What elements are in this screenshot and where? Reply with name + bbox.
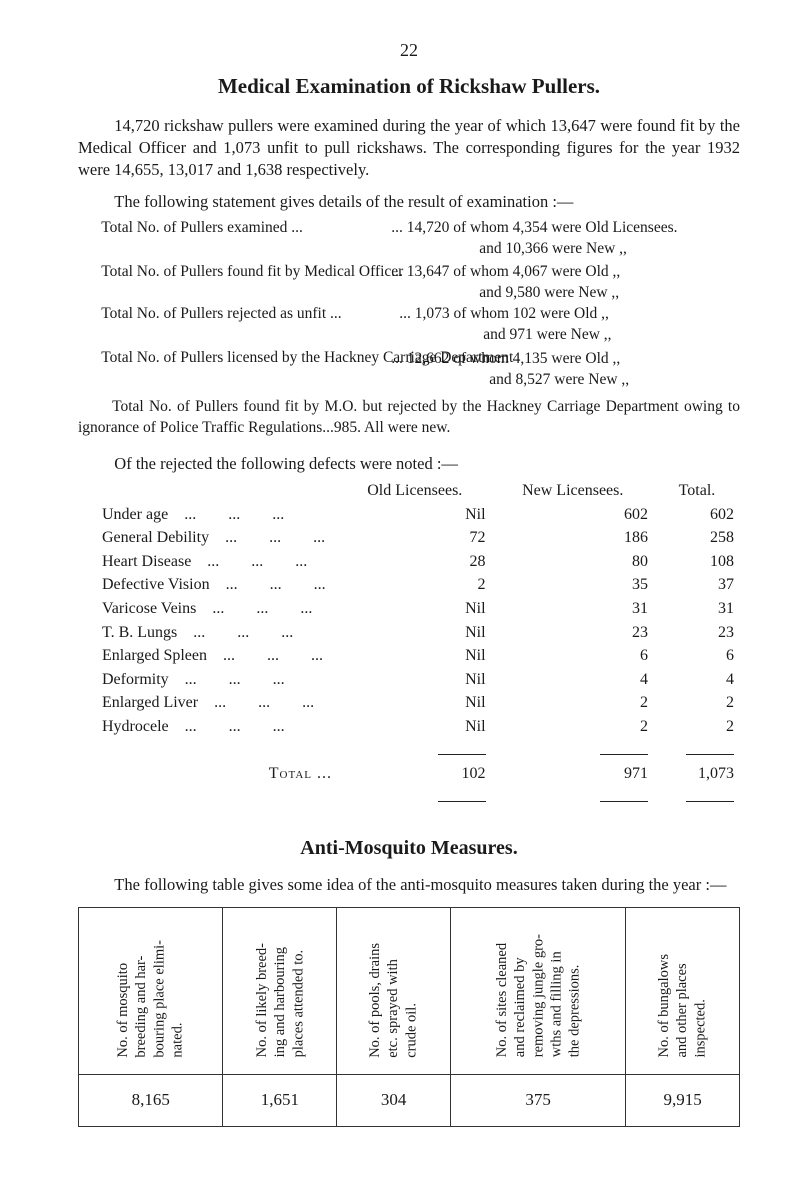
cell: 304 — [337, 1074, 451, 1126]
row-name: Deformity ... ... ... — [78, 668, 338, 692]
cell: 8,165 — [79, 1074, 223, 1126]
cell: 2 — [492, 691, 654, 715]
col-header: New Licensees. — [492, 479, 654, 503]
col-header: Total. — [654, 479, 740, 503]
stat-value: and 971 were New ,, — [391, 325, 740, 346]
stat-label: Total No. of Pullers examined — [101, 218, 391, 239]
stat-value: 13,647 of whom 4,067 were Old ,, — [391, 262, 740, 283]
rejected-lead: Of the rejected the following defects we… — [78, 453, 740, 475]
stat-value: and 9,580 were New ,, — [391, 283, 740, 304]
col-header: No. of bungalows and other places inspec… — [626, 907, 740, 1074]
cell: 31 — [492, 597, 654, 621]
cell: Nil — [338, 691, 492, 715]
cell: 23 — [654, 621, 740, 645]
row-name: General Debility ... ... ... — [78, 526, 338, 550]
rejected-table: Old Licensees. New Licensees. Total. Und… — [78, 479, 740, 809]
col-header: No. of mosquito breeding and har- bourin… — [79, 907, 223, 1074]
stat-value: and 10,366 were New ,, — [391, 239, 740, 260]
row-name: Defective Vision ... ... ... — [78, 573, 338, 597]
row-name: Hydrocele ... ... ... — [78, 715, 338, 739]
row-name: Under age ... ... ... — [78, 503, 338, 527]
col-header: No. of pools, drains etc. sprayed with c… — [337, 907, 451, 1074]
cell: Nil — [338, 715, 492, 739]
stat-value: 1,073 of whom 102 were Old ,, — [391, 304, 740, 325]
cell: Nil — [338, 668, 492, 692]
table-row: Varicose Veins ... ... ...Nil3131 — [78, 597, 740, 621]
table-row: Deformity ... ... ...Nil44 — [78, 668, 740, 692]
row-name: T. B. Lungs ... ... ... — [78, 621, 338, 645]
total-cell: 1,073 — [654, 762, 740, 786]
cell: 2 — [338, 573, 492, 597]
stat-value: 14,720 of whom 4,354 were Old Licensees. — [391, 218, 740, 239]
cell: 72 — [338, 526, 492, 550]
stat-value: 12,662 of whom 4,135 were Old ,, — [391, 349, 740, 370]
mosquito-table: No. of mosquito breeding and har- bourin… — [78, 907, 740, 1127]
cell: 2 — [654, 715, 740, 739]
total-cell: 102 — [338, 762, 492, 786]
cell: 6 — [654, 644, 740, 668]
total-cell: 971 — [492, 762, 654, 786]
exam-stats: Total No. of Pullers examined 14,720 of … — [101, 218, 740, 391]
cell: 28 — [338, 550, 492, 574]
table-row: Enlarged Liver ... ... ...Nil22 — [78, 691, 740, 715]
table-row: General Debility ... ... ...72186258 — [78, 526, 740, 550]
cell: 602 — [654, 503, 740, 527]
table-row: Enlarged Spleen ... ... ...Nil66 — [78, 644, 740, 668]
total-label: Total ... — [78, 762, 338, 786]
col-header: No. of likely breed- ing and harbouring … — [223, 907, 337, 1074]
col-header: Old Licensees. — [338, 479, 492, 503]
row-name: Heart Disease ... ... ... — [78, 550, 338, 574]
cell: 31 — [654, 597, 740, 621]
table-row: Under age ... ... ...Nil602602 — [78, 503, 740, 527]
cell: Nil — [338, 503, 492, 527]
row-name: Enlarged Spleen ... ... ... — [78, 644, 338, 668]
col-header: No. of sites cleaned and reclaimed by re… — [451, 907, 626, 1074]
intro-paragraph: 14,720 rickshaw pullers were examined du… — [78, 115, 740, 182]
cell: 1,651 — [223, 1074, 337, 1126]
table-row: Heart Disease ... ... ...2880108 — [78, 550, 740, 574]
cell: 23 — [492, 621, 654, 645]
table-row: Defective Vision ... ... ...23537 — [78, 573, 740, 597]
table-row: T. B. Lungs ... ... ...Nil2323 — [78, 621, 740, 645]
cell: 258 — [654, 526, 740, 550]
cell: 6 — [492, 644, 654, 668]
section-title-2: Anti-Mosquito Measures. — [78, 835, 740, 862]
row-name: Varicose Veins ... ... ... — [78, 597, 338, 621]
cell: Nil — [338, 621, 492, 645]
cell: 4 — [654, 668, 740, 692]
cell: 9,915 — [626, 1074, 740, 1126]
exam-trailer: Total No. of Pullers found fit by M.O. b… — [78, 397, 740, 439]
col-header — [78, 479, 338, 503]
cell: 4 — [492, 668, 654, 692]
cell: 108 — [654, 550, 740, 574]
cell: 37 — [654, 573, 740, 597]
exam-lead: The following statement gives details of… — [78, 191, 740, 213]
cell: 375 — [451, 1074, 626, 1126]
cell: 35 — [492, 573, 654, 597]
page-number: 22 — [78, 38, 740, 62]
section-title: Medical Examination of Rickshaw Pullers. — [78, 72, 740, 100]
cell: 602 — [492, 503, 654, 527]
stat-value: and 8,527 were New ,, — [391, 370, 740, 391]
cell: 2 — [654, 691, 740, 715]
stat-label: Total No. of Pullers rejected as unfit — [101, 304, 391, 325]
mosquito-lead: The following table gives some idea of t… — [78, 874, 740, 896]
row-name: Enlarged Liver ... ... ... — [78, 691, 338, 715]
cell: Nil — [338, 644, 492, 668]
cell: Nil — [338, 597, 492, 621]
cell: 2 — [492, 715, 654, 739]
cell: 186 — [492, 526, 654, 550]
cell: 80 — [492, 550, 654, 574]
table-row: Hydrocele ... ... ...Nil22 — [78, 715, 740, 739]
